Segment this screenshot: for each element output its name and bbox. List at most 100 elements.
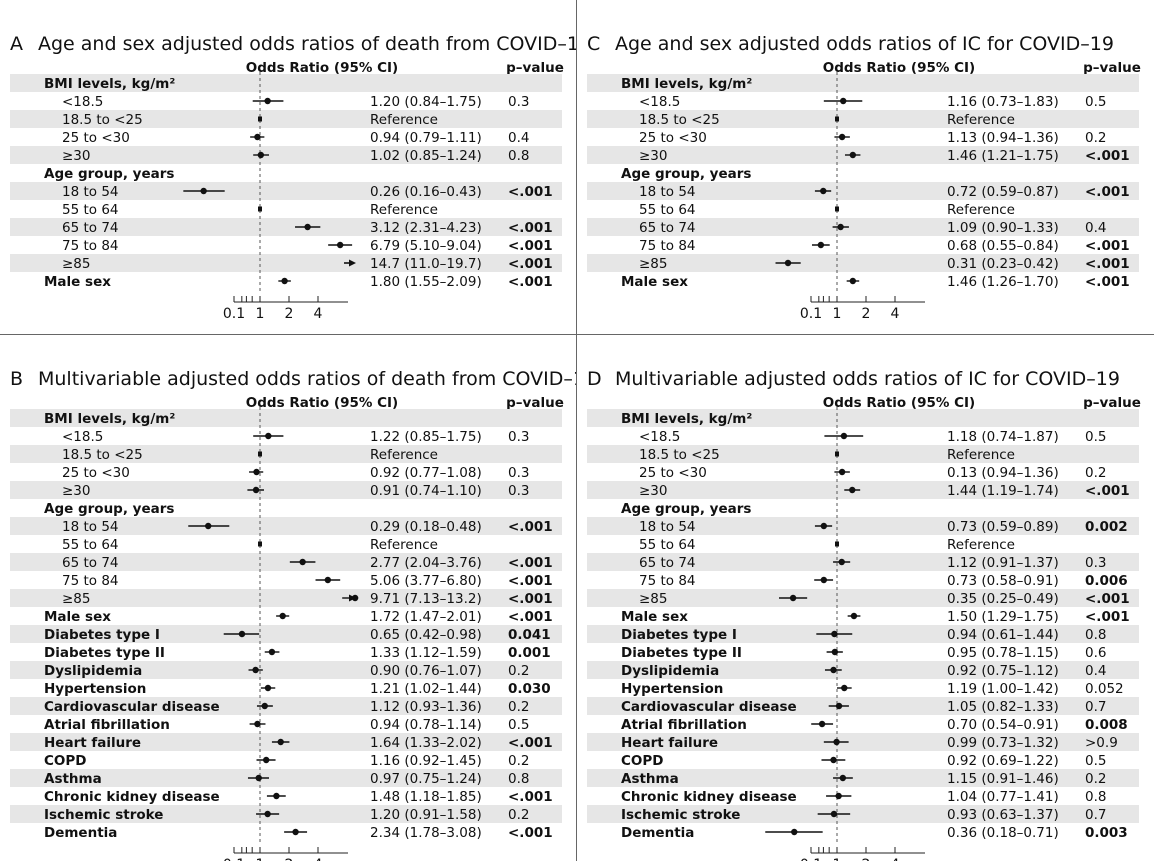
row-band xyxy=(587,218,1139,236)
row-label: ≥30 xyxy=(62,148,91,164)
row-label: ≥30 xyxy=(62,483,91,499)
estimate-text: 1.44 (1.19–1.74) xyxy=(947,483,1059,499)
point-estimate xyxy=(281,277,288,285)
estimate-text: Reference xyxy=(370,537,438,553)
estimate-text: 1.22 (0.85–1.75) xyxy=(370,429,482,445)
point-estimate xyxy=(789,594,797,602)
x-tick-label: 1 xyxy=(256,857,265,861)
estimate-text: 1.46 (1.26–1.70) xyxy=(947,274,1059,290)
p-value: 0.5 xyxy=(1085,753,1106,769)
x-tick-label: 0.1 xyxy=(223,857,245,861)
row-band xyxy=(587,517,1139,535)
p-value: 0.4 xyxy=(1085,663,1106,679)
row-label: Asthma xyxy=(44,771,102,787)
panel-a: A Age and sex adjusted odds ratios of dea… xyxy=(0,0,576,334)
panel-letter: A xyxy=(10,33,23,55)
row-label: Hypertension xyxy=(44,681,146,697)
estimate-text: 0.29 (0.18–0.48) xyxy=(370,519,482,535)
p-value: 0.8 xyxy=(1085,789,1106,805)
row-label: Heart failure xyxy=(44,735,141,751)
estimate-text: 0.93 (0.63–1.37) xyxy=(947,807,1059,823)
estimate-text: 1.02 (0.85–1.24) xyxy=(370,148,482,164)
p-value: <.001 xyxy=(1085,274,1130,290)
row-band xyxy=(587,769,1139,787)
row-band xyxy=(587,661,1139,679)
row-band xyxy=(10,409,562,427)
point-estimate xyxy=(791,828,798,836)
estimate-text: 3.12 (2.31–4.23) xyxy=(370,220,482,236)
p-value: <.001 xyxy=(508,519,553,535)
row-label: 25 to <30 xyxy=(639,465,707,481)
point-estimate xyxy=(830,756,837,764)
p-value: 0.2 xyxy=(1085,465,1106,481)
arrow-head xyxy=(349,259,356,267)
x-tick-label: 1 xyxy=(833,857,842,861)
chart-title: Multivariable adjusted odds ratios of IC… xyxy=(615,368,1120,390)
chart-title: Multivariable adjusted odds ratios of de… xyxy=(38,368,576,390)
row-band xyxy=(587,697,1139,715)
row-band xyxy=(10,110,562,128)
row-band xyxy=(587,553,1139,571)
row-band xyxy=(587,445,1139,463)
point-estimate xyxy=(820,187,827,195)
p-value: <.001 xyxy=(508,609,553,625)
row-label: 18 to 54 xyxy=(639,184,696,200)
panel-c: C Age and sex adjusted odds ratios of IC … xyxy=(577,0,1154,334)
chart-title: Age and sex adjusted odds ratios of deat… xyxy=(38,33,576,55)
row-band xyxy=(10,625,562,643)
estimate-text: 1.15 (0.91–1.46) xyxy=(947,771,1059,787)
point-estimate xyxy=(252,666,259,674)
p-value: 0.3 xyxy=(508,429,529,445)
p-value: 0.7 xyxy=(1085,807,1106,823)
estimate-text: Reference xyxy=(947,537,1015,553)
point-estimate xyxy=(840,97,847,105)
pvalue-column-header: p–value xyxy=(506,60,564,76)
or-column-header: Odds Ratio (95% CI) xyxy=(823,395,975,411)
row-band xyxy=(10,445,562,463)
estimate-text: 0.92 (0.69–1.22) xyxy=(947,753,1059,769)
point-estimate xyxy=(205,522,212,530)
row-label: Dyslipidemia xyxy=(621,663,719,679)
reference-marker xyxy=(835,451,839,457)
row-label: 18.5 to <25 xyxy=(639,447,720,463)
panel-letter: C xyxy=(587,33,600,55)
point-estimate xyxy=(841,684,848,692)
point-estimate xyxy=(264,97,271,105)
point-estimate xyxy=(264,810,271,818)
panel-letter: D xyxy=(587,368,602,390)
p-value: 0.3 xyxy=(508,94,529,110)
horizontal-divider xyxy=(0,334,1154,335)
estimate-text: 1.20 (0.84–1.75) xyxy=(370,94,482,110)
reference-marker xyxy=(835,541,839,547)
row-band xyxy=(587,254,1139,272)
estimate-text: 1.21 (1.02–1.44) xyxy=(370,681,482,697)
or-column-header: Odds Ratio (95% CI) xyxy=(823,60,975,76)
row-label: Heart failure xyxy=(621,735,718,751)
estimate-text: 9.71 (7.13–13.2) xyxy=(370,591,482,607)
point-estimate xyxy=(840,432,848,440)
p-value: 0.8 xyxy=(508,771,529,787)
estimate-text: 0.70 (0.54–0.91) xyxy=(947,717,1059,733)
point-estimate xyxy=(849,486,856,494)
row-label: ≥85 xyxy=(62,591,91,607)
p-value: 0.5 xyxy=(1085,94,1106,110)
row-label: Atrial fibrillation xyxy=(621,717,747,733)
row-label: 18 to 54 xyxy=(62,519,119,535)
row-label: Asthma xyxy=(621,771,679,787)
p-value: 0.5 xyxy=(508,717,529,733)
p-value: 0.2 xyxy=(508,807,529,823)
estimate-text: Reference xyxy=(947,112,1015,128)
reference-marker xyxy=(258,541,262,547)
x-tick-label: 0.1 xyxy=(800,306,822,322)
p-value: <.001 xyxy=(1085,483,1130,499)
estimate-text: 1.16 (0.92–1.45) xyxy=(370,753,482,769)
row-label: 75 to 84 xyxy=(62,238,119,254)
row-label: Cardiovascular disease xyxy=(621,699,797,715)
point-estimate xyxy=(849,277,857,285)
chart-title: Age and sex adjusted odds ratios of IC f… xyxy=(615,33,1114,55)
point-estimate xyxy=(351,594,359,602)
estimate-text: Reference xyxy=(947,202,1015,218)
p-value: <.001 xyxy=(508,789,553,805)
estimate-text: 0.26 (0.16–0.43) xyxy=(370,184,482,200)
estimate-text: 0.13 (0.94–1.36) xyxy=(947,465,1059,481)
